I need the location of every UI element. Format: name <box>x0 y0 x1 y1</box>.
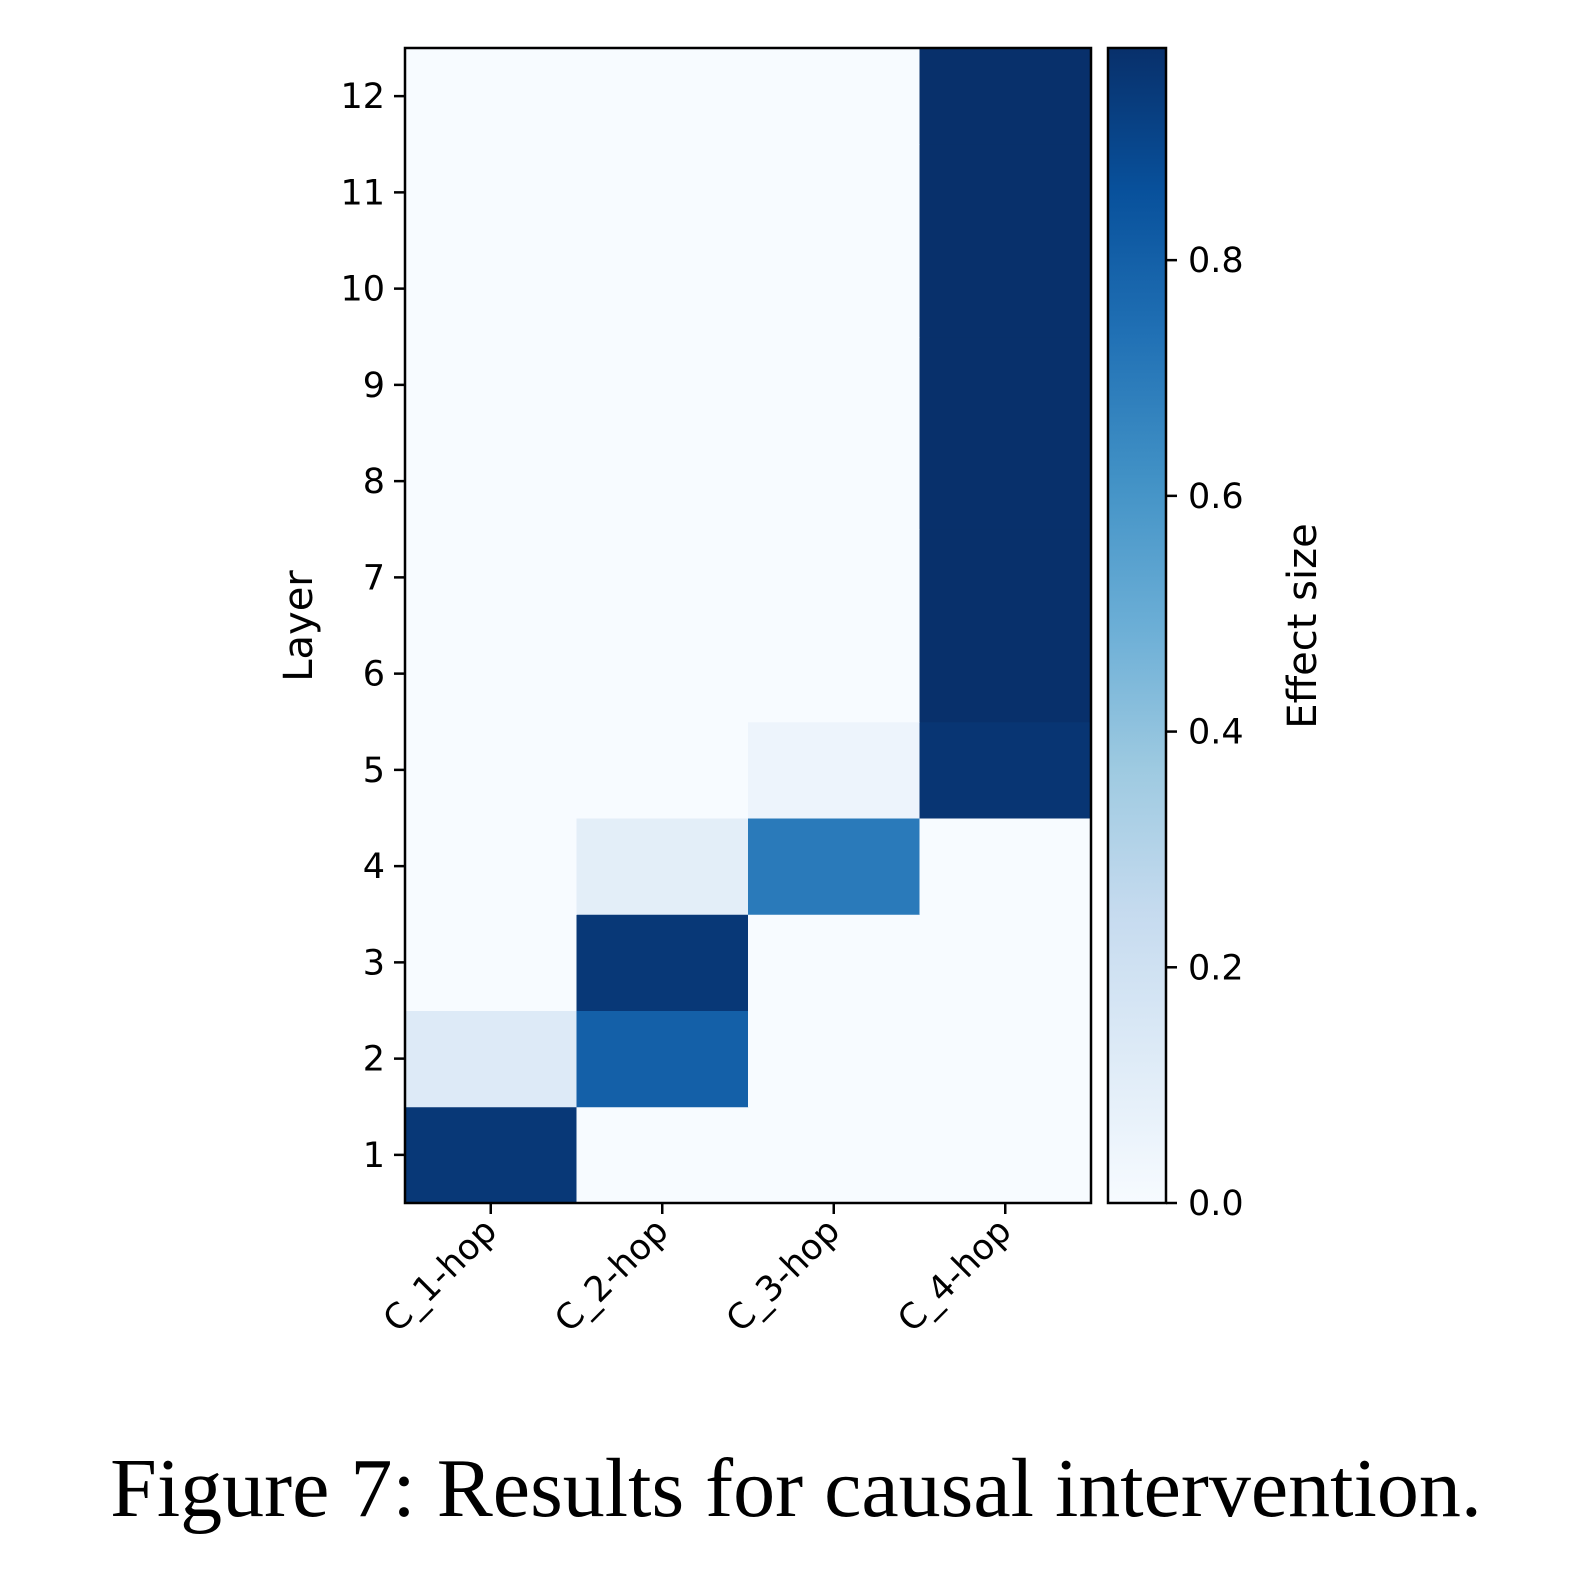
y-tick-label: 1 <box>363 1136 385 1176</box>
y-axis-title: Layer <box>276 570 322 682</box>
y-tick-label: 3 <box>363 943 385 983</box>
heatmap-cell <box>919 1010 1092 1108</box>
heatmap-cell <box>405 144 577 241</box>
heatmap-cell <box>919 721 1092 819</box>
y-tick-label: 12 <box>340 77 385 117</box>
heatmap-cell <box>919 625 1092 723</box>
heatmap-cell <box>405 240 577 338</box>
heatmap-cell <box>919 818 1092 915</box>
heatmap-cell <box>405 721 577 819</box>
colorbar-tick-label: 0.8 <box>1188 241 1244 281</box>
colorbar-tick-label: 0.2 <box>1188 948 1244 988</box>
heatmap-cell <box>919 914 1092 1011</box>
heatmap-cell <box>748 721 920 819</box>
y-tick-label: 6 <box>363 655 385 695</box>
heatmap-cell <box>405 529 577 626</box>
plot-frame <box>403 46 1093 1205</box>
figure-caption: Figure 7: Results for causal interventio… <box>110 1442 1482 1535</box>
y-tick-label: 5 <box>363 751 385 791</box>
heatmap-cells <box>405 48 1092 1204</box>
heatmap-cell <box>576 1010 749 1108</box>
heatmap-cell <box>576 144 749 241</box>
y-tick-label: 8 <box>363 462 385 502</box>
y-tick-label: 11 <box>340 173 385 213</box>
heatmap-cell <box>748 625 920 723</box>
x-tick-label: C_2-hop <box>547 1211 676 1340</box>
heatmap-cell <box>919 1106 1092 1204</box>
x-tick-label: C_4-hop <box>890 1211 1019 1340</box>
heatmap-cell <box>405 48 577 145</box>
heatmap-cell <box>576 48 749 145</box>
y-tick-label: 4 <box>363 847 385 887</box>
heatmap-cell <box>919 48 1092 145</box>
heatmap-cell <box>576 529 749 626</box>
y-tick-label: 9 <box>363 366 385 406</box>
heatmap-cell <box>576 625 749 723</box>
heatmap-cell <box>576 240 749 338</box>
heatmap-cell <box>919 336 1092 434</box>
y-tick-label: 7 <box>363 558 385 598</box>
y-tick-label: 10 <box>340 270 385 310</box>
heatmap-cell <box>748 1106 920 1204</box>
heatmap-cell <box>576 721 749 819</box>
heatmap-cell <box>405 433 577 530</box>
heatmap-cell <box>919 529 1092 626</box>
heatmap-cell <box>405 914 577 1011</box>
colorbar-tick-label: 0.4 <box>1188 713 1244 753</box>
heatmap-cell <box>919 433 1092 530</box>
heatmap-cell <box>405 818 577 915</box>
heatmap-cell <box>748 336 920 434</box>
colorbar <box>1106 46 1168 1205</box>
y-tick-label: 2 <box>363 1040 385 1080</box>
x-axis: C_1-hop C_2-hop C_3-hop C_4-hop <box>376 1203 1020 1340</box>
heatmap-cell <box>919 144 1092 241</box>
heatmap-cell <box>748 529 920 626</box>
heatmap-cell <box>576 433 749 530</box>
heatmap-cell <box>748 433 920 530</box>
heatmap-cell <box>405 1010 577 1108</box>
colorbar-ticks: 0.0 0.2 0.4 0.6 0.8 <box>1166 241 1244 1224</box>
heatmap-cell <box>748 914 920 1011</box>
x-tick-label: C_3-hop <box>719 1211 848 1340</box>
x-tick-label: C_1-hop <box>376 1211 505 1340</box>
heatmap-cell <box>748 240 920 338</box>
heatmap-cell <box>576 914 749 1011</box>
heatmap-cell <box>748 48 920 145</box>
heatmap-cell <box>405 336 577 434</box>
heatmap-cell <box>748 1010 920 1108</box>
heatmap-cell <box>576 818 749 915</box>
heatmap-cell <box>405 1106 577 1204</box>
colorbar-label: Effect size <box>1280 523 1326 728</box>
colorbar-tick-label: 0.6 <box>1188 477 1244 517</box>
heatmap-cell <box>748 818 920 915</box>
heatmap-cell <box>748 144 920 241</box>
heatmap-cell <box>576 336 749 434</box>
heatmap-cell <box>405 625 577 723</box>
heatmap-cell <box>919 240 1092 338</box>
colorbar-tick-label: 0.0 <box>1188 1184 1244 1224</box>
heatmap-cell <box>576 1106 749 1204</box>
